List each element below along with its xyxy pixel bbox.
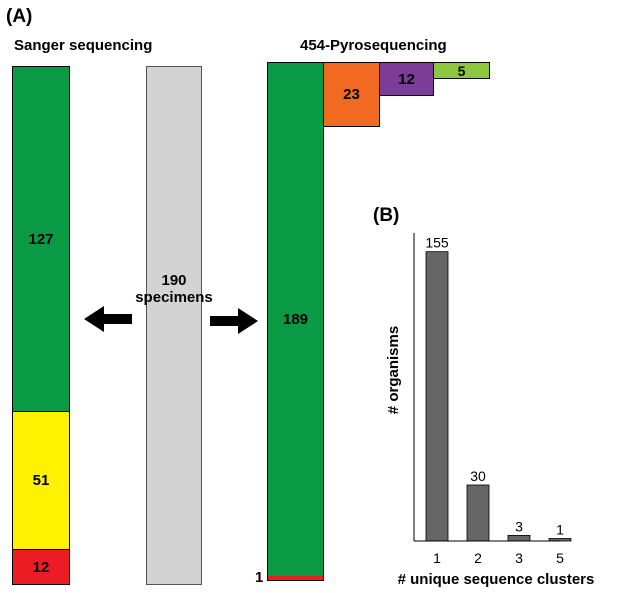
x-tick-label: 3 [515, 550, 523, 566]
pyro-main-value: 189 [282, 311, 309, 328]
pyro-title: 454-Pyrosequencing [300, 37, 447, 54]
specimens-count: 190 [161, 272, 187, 289]
x-axis-label: # unique sequence clusters [398, 571, 595, 588]
x-tick-label: 1 [433, 550, 441, 566]
sanger-segment-yellow: 51 [12, 411, 70, 550]
sanger-title: Sanger sequencing [14, 37, 153, 54]
pyro-bottom-block [267, 576, 324, 581]
left-arrow-icon [84, 306, 132, 332]
pyro-side-block-purple: 12 [379, 62, 434, 96]
y-axis-label: # organisms [385, 326, 402, 414]
bar-2 [466, 484, 490, 542]
pyro-side-block-orange: 23 [323, 62, 380, 127]
bar-value-label: 155 [425, 235, 449, 251]
sanger-segment-green: 127 [12, 66, 70, 412]
panel-a-label: (A) [6, 6, 33, 27]
specimens-column [146, 66, 202, 585]
specimens-text: specimens [135, 289, 213, 306]
bar-value-label: 30 [470, 468, 486, 484]
sanger-segment-yellow-value: 51 [32, 472, 50, 489]
x-tick-label: 2 [474, 550, 482, 566]
pyro-side-value-green: 5 [457, 62, 466, 79]
right-arrow-icon [210, 308, 258, 334]
sanger-segment-red: 12 [12, 549, 70, 585]
x-tick-label: 5 [556, 550, 564, 566]
pyro-side-value-orange: 23 [343, 86, 360, 103]
sanger-segment-red-value: 12 [32, 558, 50, 576]
specimens-label: 190 specimens [128, 272, 220, 306]
sanger-segment-green-value: 127 [28, 230, 54, 248]
pyro-main-block: 189 [267, 62, 324, 577]
bar-3 [507, 534, 531, 542]
bar-value-label: 1 [556, 522, 564, 538]
panel-b-chart: 155 1 30 2 3 3 1 5 # organisms # unique sequenc… [385, 233, 595, 588]
bar-1 [425, 251, 449, 542]
pyro-side-block-green: 5 [433, 62, 490, 79]
bar-value-label: 3 [515, 518, 523, 534]
pyro-bottom-value: 1 [255, 569, 264, 586]
pyro-side-value-purple: 12 [398, 70, 415, 88]
panel-b-label: (B) [373, 205, 400, 226]
